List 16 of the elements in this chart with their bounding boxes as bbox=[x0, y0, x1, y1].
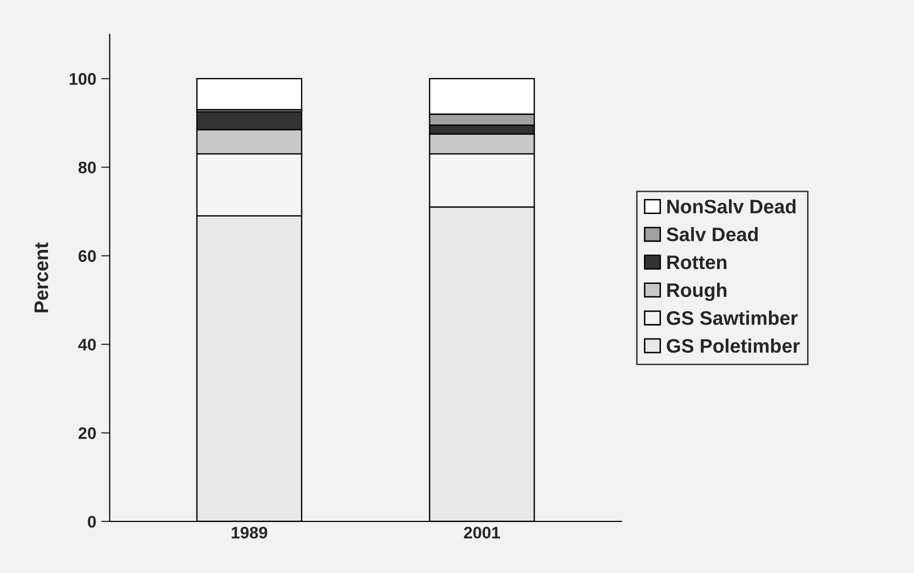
x-tick-label: 1989 bbox=[232, 526, 268, 539]
legend-label: Rotten bbox=[667, 256, 726, 270]
legend-label: NonSalv Dead bbox=[667, 199, 796, 214]
y-tick-label: 40 bbox=[78, 338, 96, 351]
legend-label: GS Poletimber bbox=[666, 338, 800, 353]
legend-label: Rough bbox=[667, 282, 726, 301]
x-tick-label: 2001 bbox=[464, 526, 500, 539]
bar bbox=[196, 78, 302, 110]
y-tick-label: 20 bbox=[78, 427, 96, 440]
legend-label: GS Sawtimber bbox=[666, 310, 798, 325]
legend-label: Salv Dead bbox=[666, 227, 758, 242]
y-tick-label: 0 bbox=[88, 516, 96, 528]
y-tick-label: 100 bbox=[70, 73, 96, 85]
y-tick-label: 60 bbox=[78, 250, 96, 262]
y-tick-label: 80 bbox=[78, 162, 96, 174]
y-axis-title: Percent bbox=[34, 242, 48, 312]
